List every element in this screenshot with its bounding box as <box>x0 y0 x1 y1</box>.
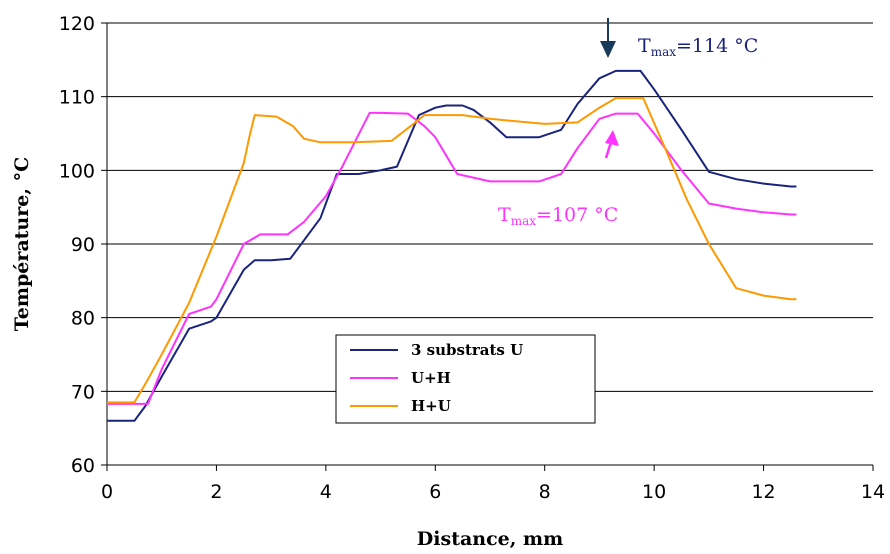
y-tick-label-100: 100 <box>59 160 95 182</box>
gridlines <box>107 22 873 392</box>
y-tick-label-80: 80 <box>71 308 95 330</box>
series-line-h-u <box>107 97 797 404</box>
arrow-head-icon <box>605 130 619 146</box>
y-tick-label-70: 70 <box>71 381 95 403</box>
legend-label-3-substrats-u: 3 substrats U <box>411 341 523 359</box>
x-axis-title: Distance, mm <box>417 528 563 550</box>
y-tick-label-90: 90 <box>71 234 95 256</box>
x-tick-label-10: 10 <box>642 481 666 503</box>
x-tick-label-14: 14 <box>861 481 885 503</box>
legend: 3 substrats U U+H H+U <box>335 334 596 424</box>
series-line-3-substrats-u <box>107 69 797 422</box>
y-tick-label-60: 60 <box>71 455 95 477</box>
series-lines <box>107 69 797 422</box>
annotation-max-top: Tmax=114 °C <box>600 18 758 59</box>
series-line-u-h <box>107 111 797 405</box>
y-axis-title: Température, °C <box>11 157 33 331</box>
y-tick-label-110: 110 <box>59 87 95 109</box>
legend-label-u-h: U+H <box>411 369 451 387</box>
arrow-head-icon <box>600 41 616 58</box>
annotation-max-bottom: Tmax=107 °C <box>498 130 619 228</box>
annotation-label-top: Tmax=114 °C <box>638 35 758 59</box>
y-tick-label-120: 120 <box>59 13 95 35</box>
annotation-label-bottom: Tmax=107 °C <box>498 204 618 228</box>
arrow-up-icon <box>604 141 613 159</box>
x-tick-label-0: 0 <box>101 481 113 503</box>
tick-labels: 60 70 80 90 100 110 120 0 2 4 6 8 10 12 14 <box>59 13 885 503</box>
x-tick-label-12: 12 <box>751 481 775 503</box>
legend-label-h-u: H+U <box>411 397 451 415</box>
x-tick-label-8: 8 <box>539 481 551 503</box>
x-tick-label-6: 6 <box>429 481 441 503</box>
x-tick-label-4: 4 <box>320 481 332 503</box>
x-tick-label-2: 2 <box>210 481 222 503</box>
